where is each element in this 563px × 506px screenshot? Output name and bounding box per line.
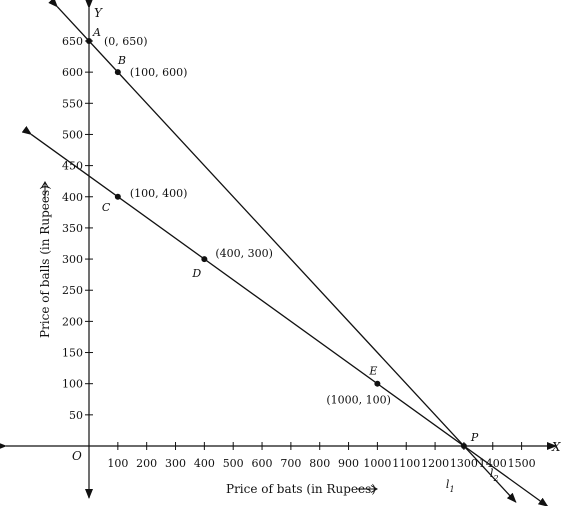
x-tick-label: 800 — [309, 457, 330, 470]
y-axis-letter: Y — [94, 6, 103, 20]
x-tick-label: 1100 — [392, 457, 420, 470]
y-tick-label: 250 — [62, 284, 83, 297]
x-tick-label: 500 — [223, 457, 244, 470]
y-tick-label: 50 — [69, 409, 83, 422]
point-a-marker — [86, 37, 92, 44]
point-a-coords: (0, 650) — [104, 35, 148, 48]
x-tick-label: 300 — [165, 457, 186, 470]
y-tick-label: 650 — [62, 35, 83, 48]
series-name-l1: l1 — [446, 478, 455, 494]
x-tick-label: 1200 — [421, 457, 449, 470]
y-tick-label: 500 — [62, 128, 83, 141]
point-c-letter: C — [102, 201, 111, 214]
x-tick-label: 200 — [136, 457, 157, 470]
point-a-letter: A — [92, 26, 101, 39]
point-e-coords: (1000, 100) — [326, 394, 391, 407]
y-ticks: 50 100 150 200 250 300 350 400 450 500 550 600 650 — [62, 35, 93, 422]
point-d-coords: (400, 300) — [215, 247, 273, 260]
y-tick-label: 200 — [62, 315, 83, 328]
x-axis-title-arrow — [356, 485, 378, 493]
point-c-coords: (100, 400) — [130, 187, 188, 200]
x-tick-label: 100 — [107, 457, 128, 470]
series-line-l2 — [21, 125, 549, 506]
y-tick-label: 100 — [62, 378, 83, 391]
series-name-sub: 2 — [492, 474, 498, 483]
y-axis-title: Price of balls (in Rupees) — [38, 185, 52, 338]
x-tick-label: 700 — [280, 457, 301, 470]
x-axis-letter: X — [551, 440, 561, 454]
point-d-marker — [201, 256, 208, 263]
x-tick-label: 900 — [338, 457, 359, 470]
chart-points: A(0, 650) B (100, 600) C (100, 400) D (400, 30… — [86, 26, 479, 449]
y-tick-label: 300 — [62, 253, 83, 266]
point-e-marker — [374, 380, 381, 387]
x-tick-label: 1500 — [508, 457, 536, 470]
y-tick-label: 400 — [62, 191, 83, 204]
y-tick-label: 600 — [62, 66, 83, 79]
x-tick-label: 1000 — [363, 457, 391, 470]
y-tick-label: 150 — [62, 347, 83, 360]
origin-label: O — [72, 449, 82, 463]
x-axis-title: Price of bats (in Rupees) — [226, 482, 376, 496]
point-c-marker — [114, 193, 121, 200]
y-tick-label: 450 — [62, 160, 83, 173]
series-name-sub: 1 — [449, 485, 454, 494]
x-tick-label: 600 — [252, 457, 273, 470]
y-axis-title-arrow — [41, 181, 49, 200]
series-name-l2: l2 — [490, 467, 499, 483]
point-b-coords: (100, 600) — [130, 66, 188, 79]
point-p-marker — [460, 443, 467, 449]
series-line-l1 — [48, 0, 517, 503]
point-b-letter: B — [117, 54, 126, 67]
y-tick-label: 550 — [62, 97, 83, 110]
point-b-marker — [114, 69, 121, 76]
point-d-letter: D — [191, 267, 201, 280]
point-e-letter: E — [368, 365, 377, 378]
x-tick-label: 1300 — [450, 457, 478, 470]
series-name-base: l — [490, 467, 494, 480]
point-p-letter: P — [470, 431, 479, 444]
x-tick-label: 400 — [194, 457, 215, 470]
y-tick-label: 350 — [62, 222, 83, 235]
